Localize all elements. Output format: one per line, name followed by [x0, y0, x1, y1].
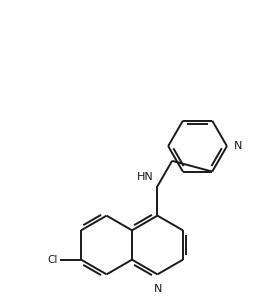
Text: N: N	[234, 141, 242, 151]
Text: Cl: Cl	[48, 255, 58, 265]
Text: HN: HN	[137, 172, 154, 182]
Text: N: N	[154, 284, 163, 294]
